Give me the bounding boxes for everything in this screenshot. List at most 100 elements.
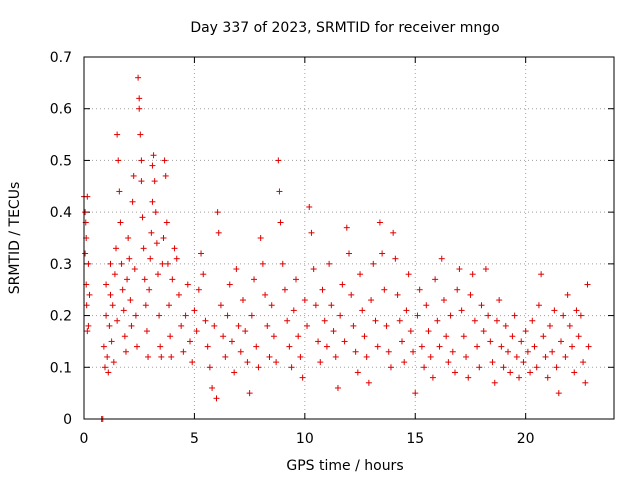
data-point: [301, 297, 308, 304]
y-tick-label: 0: [63, 412, 72, 428]
data-point: [211, 322, 218, 329]
data-point: [560, 312, 567, 319]
data-point: [445, 359, 452, 366]
data-point: [85, 260, 92, 267]
data-point: [527, 369, 534, 376]
data-point: [117, 219, 124, 226]
data-point: [253, 343, 260, 350]
data-point: [202, 317, 209, 324]
data-point: [163, 219, 170, 226]
data-point: [516, 374, 523, 381]
data-point: [478, 302, 485, 309]
y-tick-labels: 0 0.1 0.2 0.3 0.4 0.5 0.6 0.7: [50, 50, 72, 428]
data-point: [564, 291, 571, 298]
data-point: [182, 312, 189, 319]
data-point: [110, 359, 117, 366]
y-tick-label: 0.4: [50, 205, 72, 221]
data-point: [321, 317, 328, 324]
data-point: [166, 302, 173, 309]
data-point: [162, 172, 169, 179]
data-point: [286, 343, 293, 350]
data-point: [538, 271, 545, 278]
data-point: [159, 260, 166, 267]
data-point: [171, 245, 178, 252]
data-point: [328, 302, 335, 309]
data-point: [469, 271, 476, 278]
data-point: [394, 291, 401, 298]
data-point: [189, 359, 196, 366]
data-point: [129, 198, 136, 205]
data-point: [348, 291, 355, 298]
data-point: [120, 307, 127, 314]
data-point: [540, 333, 547, 340]
data-point: [175, 291, 182, 298]
data-point: [228, 338, 235, 345]
data-point: [184, 281, 191, 288]
data-point: [108, 338, 115, 345]
data-point: [476, 364, 483, 371]
data-point: [549, 348, 556, 355]
data-point: [119, 286, 126, 293]
data-point: [403, 307, 410, 314]
data-point: [279, 260, 286, 267]
data-point: [149, 198, 156, 205]
data-point: [136, 95, 143, 102]
data-point: [507, 369, 514, 376]
data-point: [553, 364, 560, 371]
data-point: [496, 297, 503, 304]
data-point: [390, 229, 397, 236]
data-point: [447, 312, 454, 319]
data-point: [86, 291, 93, 298]
data-point: [126, 255, 133, 262]
data-point: [103, 281, 110, 288]
data-point: [337, 312, 344, 319]
x-tick-label: 15: [406, 431, 424, 447]
data-point: [429, 374, 436, 381]
data-point: [562, 353, 569, 360]
data-point: [127, 297, 134, 304]
data-point: [131, 266, 138, 273]
data-point: [151, 178, 158, 185]
grid-lines: [84, 57, 614, 419]
data-point: [114, 317, 121, 324]
data-point: [137, 131, 144, 138]
data-point: [262, 291, 269, 298]
data-point: [410, 348, 417, 355]
data-point: [438, 255, 445, 262]
data-point: [277, 219, 284, 226]
data-point: [326, 260, 333, 267]
data-point: [193, 328, 200, 335]
data-point: [107, 260, 114, 267]
data-point: [425, 328, 432, 335]
data-point: [498, 343, 505, 350]
data-point: [580, 359, 587, 366]
data-point: [407, 328, 414, 335]
data-point: [566, 322, 573, 329]
data-point: [214, 209, 221, 216]
data-point: [169, 276, 176, 283]
data-point: [399, 338, 405, 345]
data-point: [135, 74, 142, 81]
data-point: [520, 359, 527, 366]
data-point: [401, 359, 408, 366]
data-point: [518, 338, 525, 345]
data-point: [248, 312, 255, 319]
data-point: [118, 260, 125, 267]
data-point: [139, 214, 146, 221]
data-point: [334, 384, 341, 391]
data-point: [584, 281, 591, 288]
data-point: [487, 338, 494, 345]
data-point: [147, 255, 154, 262]
data-point: [387, 364, 394, 371]
data-point: [463, 353, 470, 360]
data-point: [206, 364, 213, 371]
data-point: [84, 328, 91, 335]
x-tick-label: 10: [296, 431, 314, 447]
data-point: [264, 322, 271, 329]
data-point: [290, 307, 297, 314]
data-point: [427, 353, 434, 360]
data-point: [452, 369, 458, 376]
data-point: [352, 348, 359, 355]
data-point: [529, 317, 536, 324]
data-point: [125, 235, 132, 241]
